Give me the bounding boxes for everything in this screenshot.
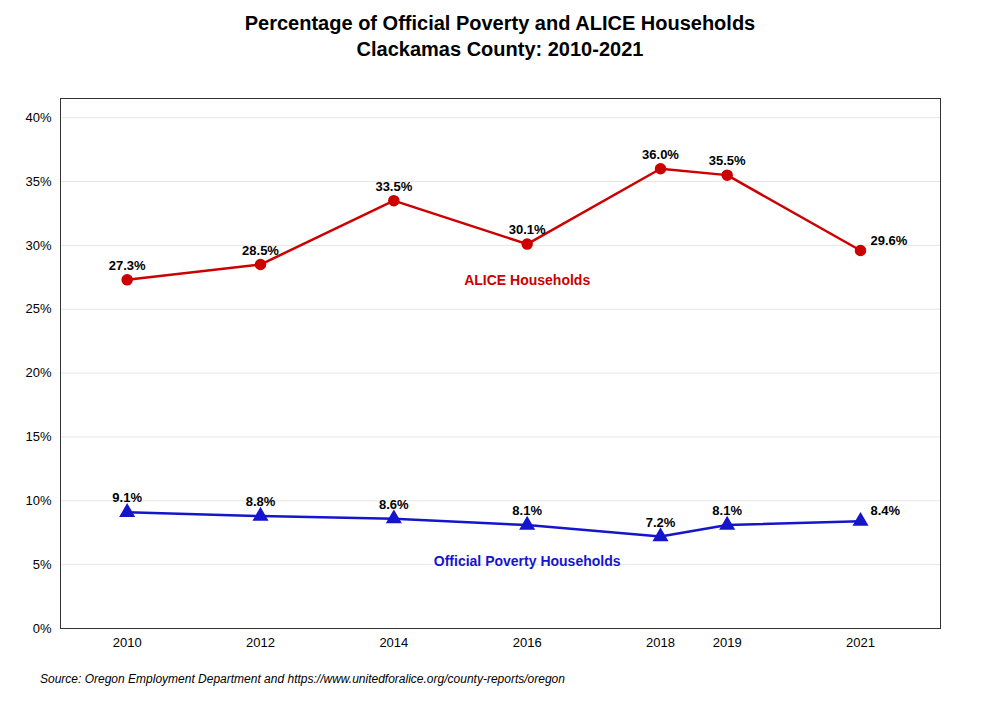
svg-text:9.1%: 9.1% bbox=[112, 490, 142, 505]
svg-text:2016: 2016 bbox=[513, 635, 542, 650]
svg-text:10%: 10% bbox=[25, 493, 51, 508]
svg-text:30.1%: 30.1% bbox=[509, 222, 546, 237]
svg-text:40%: 40% bbox=[25, 110, 51, 125]
svg-text:36.0%: 36.0% bbox=[642, 147, 679, 162]
svg-text:2018: 2018 bbox=[646, 635, 675, 650]
svg-text:2010: 2010 bbox=[113, 635, 142, 650]
svg-text:2014: 2014 bbox=[379, 635, 408, 650]
svg-text:8.6%: 8.6% bbox=[379, 497, 409, 512]
svg-text:8.1%: 8.1% bbox=[712, 503, 742, 518]
svg-text:28.5%: 28.5% bbox=[242, 243, 279, 258]
svg-text:ALICE Households: ALICE Households bbox=[464, 272, 590, 288]
svg-text:35%: 35% bbox=[25, 174, 51, 189]
svg-text:30%: 30% bbox=[25, 238, 51, 253]
html-text:Source: Oregon Employment Depa: Source: Oregon Employment Department and… bbox=[40, 672, 565, 686]
svg-text:2019: 2019 bbox=[713, 635, 742, 650]
svg-text:2012: 2012 bbox=[246, 635, 275, 650]
svg-text:29.6%: 29.6% bbox=[871, 233, 908, 248]
svg-text:8.8%: 8.8% bbox=[246, 494, 276, 509]
svg-text:0%: 0% bbox=[33, 621, 52, 636]
svg-text:5%: 5% bbox=[33, 557, 52, 572]
html-text:Percentage of Official Poverty: Percentage of Official Poverty and ALICE… bbox=[244, 12, 756, 34]
svg-text:27.3%: 27.3% bbox=[109, 258, 146, 273]
svg-text:20%: 20% bbox=[25, 365, 51, 380]
svg-text:33.5%: 33.5% bbox=[375, 179, 412, 194]
svg-text:2021: 2021 bbox=[846, 635, 875, 650]
svg-text:8.4%: 8.4% bbox=[871, 503, 901, 518]
svg-text:8.1%: 8.1% bbox=[512, 503, 542, 518]
svg-text:25%: 25% bbox=[25, 301, 51, 316]
html-text:Clackamas County: 2010-2021: Clackamas County: 2010-2021 bbox=[356, 38, 644, 60]
svg-text:Official Poverty Households: Official Poverty Households bbox=[434, 553, 621, 569]
svg-text:15%: 15% bbox=[25, 429, 51, 444]
svg-text:7.2%: 7.2% bbox=[646, 515, 676, 530]
svg-text:35.5%: 35.5% bbox=[709, 153, 746, 168]
